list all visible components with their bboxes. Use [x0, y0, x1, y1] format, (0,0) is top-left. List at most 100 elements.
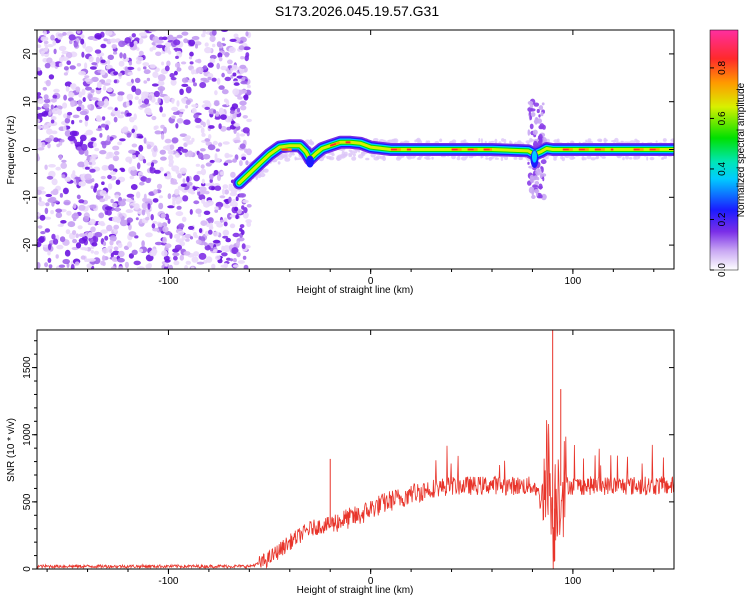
noise-blob	[115, 179, 121, 185]
noise-blob	[143, 66, 147, 70]
noise-blob	[91, 242, 98, 247]
noise-blob	[535, 190, 539, 197]
noise-blob	[40, 231, 46, 235]
noise-blob	[211, 263, 216, 269]
noise-blob	[138, 50, 144, 56]
noise-blob	[40, 36, 49, 42]
noise-blob	[48, 74, 55, 80]
noise-blob	[223, 221, 228, 227]
noise-blob	[216, 77, 221, 85]
noise-blob	[240, 105, 247, 111]
noise-blob	[39, 214, 46, 221]
noise-blob	[200, 148, 206, 152]
noise-blob	[601, 156, 606, 159]
noise-blob	[534, 116, 539, 124]
noise-blob	[214, 209, 219, 213]
noise-blob	[44, 207, 49, 215]
noise-blob	[113, 151, 120, 156]
noise-blob	[138, 248, 143, 253]
noise-blob	[81, 88, 86, 96]
noise-blob	[180, 61, 187, 65]
noise-blob	[44, 262, 49, 268]
noise-blob	[198, 186, 207, 193]
noise-blob	[102, 85, 107, 91]
noise-blob	[208, 134, 212, 140]
noise-blob	[94, 183, 99, 189]
noise-blob	[132, 154, 137, 159]
noise-blob	[200, 168, 207, 176]
noise-blob	[187, 150, 194, 158]
noise-blob	[175, 152, 180, 158]
noise-blob	[193, 200, 200, 205]
noise-blob	[94, 147, 100, 152]
noise-blob	[204, 106, 210, 110]
noise-blob	[78, 199, 85, 204]
noise-blob	[170, 79, 177, 86]
noise-blob	[571, 156, 576, 160]
noise-blob	[139, 104, 148, 108]
noise-blob	[152, 150, 157, 158]
noise-blob	[111, 44, 117, 49]
noise-blob	[212, 231, 220, 237]
noise-blob	[239, 67, 245, 74]
noise-blob	[534, 181, 540, 185]
noise-blob	[533, 140, 538, 148]
noise-blob	[236, 132, 240, 138]
noise-blob	[126, 209, 132, 213]
noise-blob	[83, 159, 89, 166]
noise-blob	[179, 133, 188, 137]
noise-blob	[245, 160, 249, 166]
noise-blob	[80, 38, 85, 45]
noise-blob	[203, 210, 211, 215]
noise-blob	[162, 36, 168, 41]
noise-blob	[195, 208, 202, 214]
noise-blob	[201, 182, 206, 187]
noise-blob	[164, 65, 170, 72]
noise-blob	[160, 156, 167, 161]
noise-blob	[232, 264, 239, 268]
noise-blob	[439, 138, 443, 143]
noise-blob	[604, 139, 608, 142]
noise-blob	[62, 187, 69, 195]
noise-blob	[160, 124, 165, 129]
noise-blob	[176, 34, 183, 39]
noise-blob	[142, 159, 147, 164]
noise-blob	[151, 115, 157, 121]
noise-blob	[352, 153, 356, 157]
noise-blob	[57, 109, 62, 116]
noise-blob	[37, 189, 42, 195]
noise-blob	[152, 71, 159, 78]
noise-blob	[186, 176, 190, 183]
noise-blob	[536, 177, 540, 181]
noise-blob	[513, 156, 518, 160]
noise-blob	[200, 127, 205, 134]
noise-blob	[135, 217, 139, 221]
noise-blob	[37, 118, 41, 123]
noise-blob	[89, 218, 96, 225]
noise-blob	[84, 247, 89, 251]
noise-blob	[179, 167, 187, 174]
noise-blob	[154, 241, 163, 246]
noise-blob	[192, 77, 196, 83]
noise-blob	[148, 30, 157, 33]
noise-blob	[100, 260, 105, 266]
noise-blob	[159, 166, 164, 172]
noise-blob	[37, 67, 41, 72]
noise-blob	[151, 83, 159, 87]
noise-blob	[284, 152, 288, 158]
noise-blob	[117, 91, 125, 96]
noise-blob	[237, 96, 243, 100]
noise-blob	[85, 129, 94, 136]
noise-blob	[112, 145, 120, 151]
noise-blob	[232, 88, 240, 96]
noise-blob	[48, 111, 52, 116]
noise-blob	[193, 82, 197, 87]
noise-blob	[112, 155, 120, 162]
noise-blob	[82, 97, 86, 102]
noise-blob	[55, 208, 63, 213]
noise-blob	[61, 174, 66, 179]
spectrogram-ylabel: Frequency (Hz)	[6, 116, 17, 185]
noise-blob	[239, 227, 243, 232]
noise-blob	[223, 230, 229, 236]
noise-blob	[161, 250, 168, 257]
